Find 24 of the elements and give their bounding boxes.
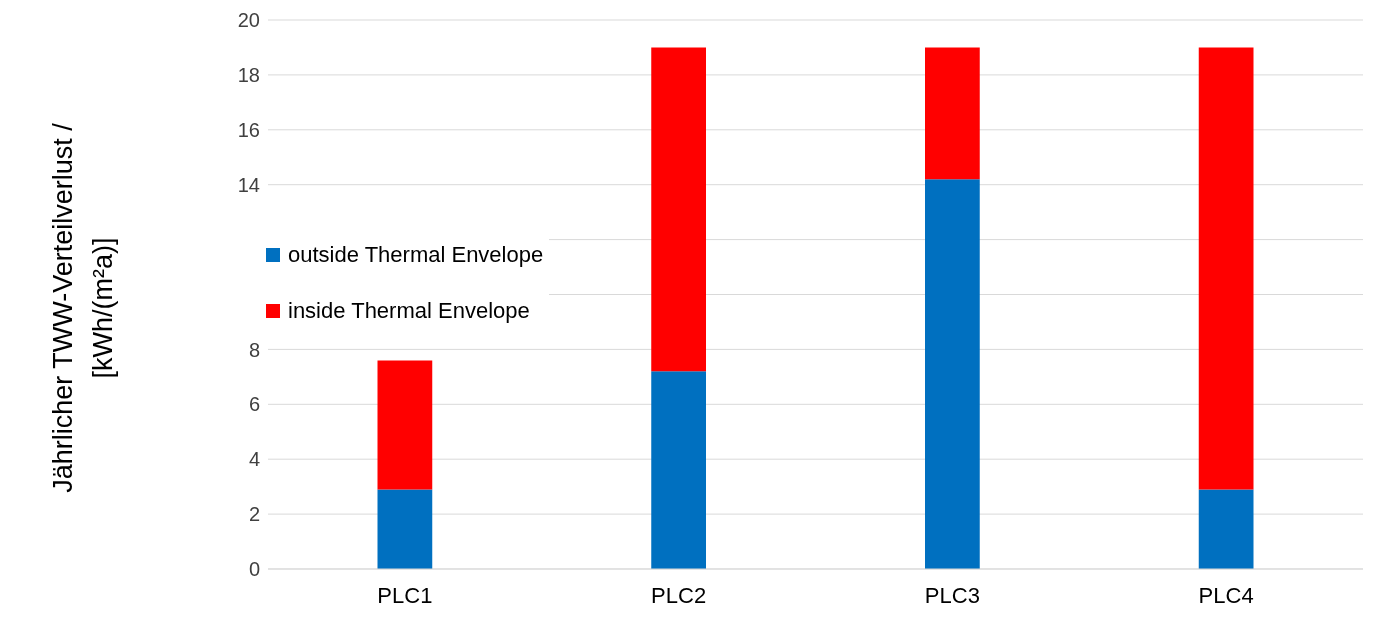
- bar: [651, 47, 706, 372]
- y-axis-title: Jährlicher TWW-Verteilverlust / [kWh/(m²a)]: [47, 122, 119, 495]
- y-tick-label: 14: [237, 173, 260, 196]
- x-tick-label: PLC1: [377, 582, 433, 608]
- y-tick-label: 18: [237, 64, 260, 86]
- y-tick-label: 16: [237, 118, 260, 141]
- x-tick-label: PLC2: [651, 582, 707, 608]
- bar: [651, 371, 706, 569]
- y-tick-label: 4: [248, 448, 260, 471]
- y-tick-label: 20: [237, 9, 260, 32]
- x-tick-label: PLC3: [924, 582, 980, 608]
- bar: [1198, 489, 1254, 569]
- y-tick-label: 8: [248, 338, 260, 361]
- legend-label: outside Thermal Envelope: [288, 242, 544, 268]
- bar: [377, 489, 433, 569]
- bar: [377, 360, 433, 490]
- bar: [925, 47, 980, 180]
- bar: [1198, 47, 1254, 490]
- y-tick-label: 2: [248, 503, 260, 526]
- y-tick-label: 6: [248, 393, 260, 416]
- legend-label: inside Thermal Envelope: [288, 298, 530, 324]
- y-tick-label: 0: [248, 558, 260, 581]
- bar: [925, 179, 980, 569]
- x-tick-label: PLC4: [1198, 582, 1254, 608]
